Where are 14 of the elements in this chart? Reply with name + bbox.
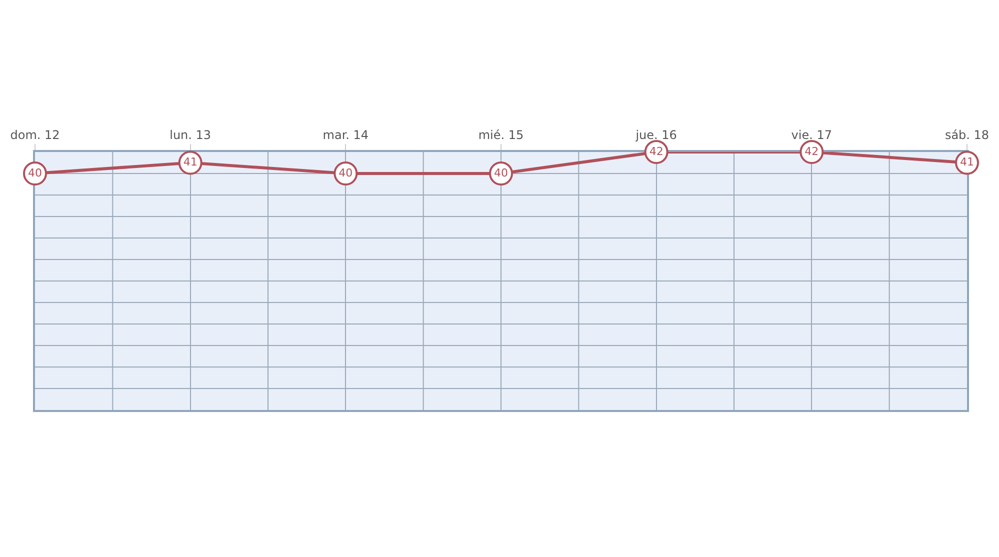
x-tick-label: sáb. 18 (944, 128, 990, 142)
x-tick-label: mié. 15 (478, 128, 524, 142)
x-tick-label: lun. 13 (170, 128, 212, 142)
data-label: 40 (494, 166, 508, 180)
data-label: 40 (28, 166, 42, 180)
data-label: 40 (338, 166, 353, 180)
x-tick-label: dom. 12 (10, 128, 60, 142)
x-tick-label: vie. 17 (791, 128, 832, 142)
data-label: 42 (649, 144, 664, 158)
data-label: 42 (804, 144, 819, 158)
data-label: 41 (960, 156, 974, 168)
x-tick-label: mar. 14 (322, 128, 369, 142)
data-label: 41 (183, 156, 198, 168)
x-tick-label: jue. 16 (634, 128, 677, 142)
